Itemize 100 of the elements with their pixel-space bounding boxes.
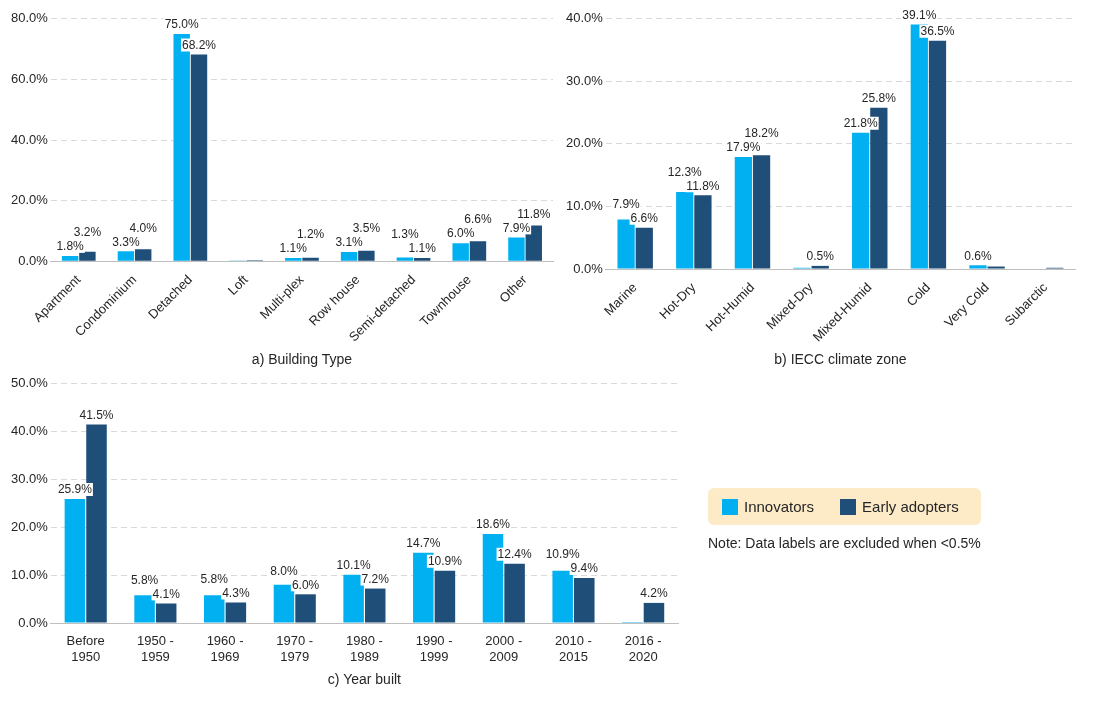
x-tick-label: 1990 - 1999 [415,633,453,664]
bar [204,595,225,623]
bar [343,574,364,623]
bar [452,243,469,261]
data-label: 1.1% [279,241,308,256]
bar [396,257,414,261]
text: Note: Data labels are excluded when <0.5% [708,535,981,551]
bar [734,157,753,269]
bar [643,602,665,623]
bar [811,265,829,269]
data-label: 0.6% [964,248,992,263]
bar [190,54,208,261]
bar [552,570,573,623]
bar [413,258,431,261]
bar [434,570,456,623]
data-label: 4.2% [640,586,668,601]
y-tick-label: 20.0% [565,135,604,151]
bar [928,40,947,269]
bar [64,499,86,623]
data-label: 7.2% [361,571,390,586]
y-tick-label: 40.0% [10,131,49,147]
data-label: 10.9% [545,547,581,562]
x-tick-label: 2016 - 2020 [624,633,662,664]
data-label: 1.1% [408,241,437,256]
data-label: 75.0% [164,17,200,32]
data-label: 3.3% [112,234,140,249]
bar [969,265,987,269]
data-label: 6.0% [446,226,475,241]
data-label: 9.4% [570,561,599,576]
bar [358,250,375,261]
data-label: 0.5% [806,249,835,264]
data-label: 12.4% [497,546,532,561]
data-label: 6.6% [464,212,492,227]
data-label: 7.9% [612,197,641,212]
x-tick-label: 1970 - 1979 [276,633,314,664]
bar [79,251,96,261]
data-label: 6.0% [291,577,320,592]
y-tick-label: 0.0% [573,260,604,276]
data-label: 1.3% [391,227,419,242]
bar [134,249,152,261]
bar [987,266,1005,269]
bar [340,251,358,261]
data-label: 3.2% [73,225,102,240]
bar [694,195,712,269]
legend-label: Innovators [744,498,815,515]
data-label: 4.3% [222,585,250,600]
y-tick-label: 10.0% [565,198,604,214]
y-tick-label: 20.0% [10,192,49,208]
bar [295,594,316,623]
y-tick-label: 80.0% [10,10,49,26]
data-label: 14.7% [406,535,441,550]
bar [225,602,247,623]
data-label: 39.1% [902,7,937,22]
bar [504,563,525,623]
data-label: 8.0% [270,563,298,578]
data-label: 10.9% [427,554,463,569]
data-label: 41.5% [79,407,114,422]
y-tick-label: 0.0% [18,252,49,268]
data-label: 4.0% [129,220,158,235]
x-axis-title: c) Year built [327,671,402,688]
x-tick-label: Before 1950 [66,633,105,664]
bar [155,603,177,623]
y-tick-label: 30.0% [565,72,604,88]
x-axis-title: b) IECC climate zone [774,351,907,368]
data-label: 1.2% [296,227,325,242]
x-tick-label: 2000 - 2009 [485,633,523,664]
bar [508,237,525,261]
y-tick-label: 50.0% [10,375,49,391]
data-label: 4.1% [152,586,181,601]
bar [635,227,653,269]
data-label: 11.8% [517,206,551,221]
data-label: 5.8% [130,572,159,587]
data-label: 6.6% [630,211,659,226]
data-label: 10.1% [336,557,371,572]
bar [574,578,595,623]
x-tick-label: 1950 - 1959 [136,633,174,664]
data-label: 3.1% [335,235,364,250]
y-tick-label: 0.0% [18,614,49,630]
bar [469,241,487,261]
data-label: 36.5% [920,24,955,39]
y-tick-label: 40.0% [10,423,49,439]
legend-label: Early adopters [862,498,959,515]
x-tick-label: 2010 - 2015 [555,633,592,664]
data-label: 1.8% [56,239,85,254]
bar [852,132,870,269]
data-label: 18.6% [475,517,511,532]
data-label: 25.8% [861,90,897,105]
data-label: 5.8% [200,571,229,586]
data-label: 18.2% [744,126,779,141]
data-label: 3.5% [352,221,381,236]
bar [752,155,771,269]
x-tick-label: Loft [224,271,252,298]
bar [676,192,694,269]
bar [364,588,386,623]
data-label: 12.3% [667,164,703,179]
x-axis-title: a) Building Type [251,351,353,368]
y-tick-label: 30.0% [10,471,49,487]
x-tick-label: 1960 - 1969 [206,633,244,664]
y-tick-label: 20.0% [10,518,49,534]
data-label: 11.8% [686,178,720,193]
